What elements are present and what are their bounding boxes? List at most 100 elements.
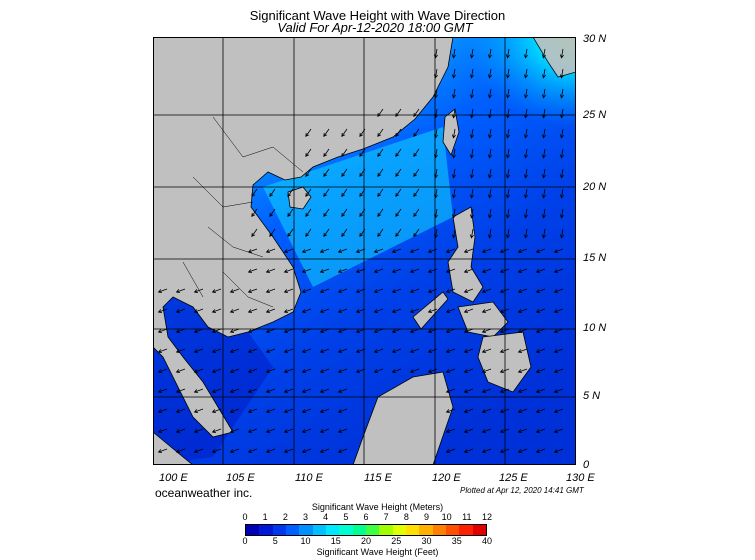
wave-direction-arrow [505,88,510,99]
wave-direction-arrow [359,228,366,238]
wave-direction-arrow [337,288,348,293]
wave-direction-arrow [499,348,510,353]
wave-direction-arrow [535,268,546,273]
wave-direction-arrow [469,88,474,99]
wave-direction-arrow [409,268,420,273]
colorbar-feet-tick: 10 [300,536,311,546]
wave-direction-arrow [553,308,564,313]
wave-direction-arrow [451,88,456,99]
wave-direction-arrow [559,128,564,139]
wave-direction-arrow [395,108,402,118]
wave-direction-arrow [535,408,546,413]
wave-direction-arrow [157,328,168,333]
wave-direction-arrow [175,448,186,453]
wave-direction-arrow [247,428,258,433]
wave-direction-arrow [283,288,294,293]
lat-label-25n: 25 N [583,109,607,121]
colorbar-title-meters: Significant Wave Height (Meters) [311,502,444,512]
wave-direction-arrow [157,388,168,393]
wave-direction-arrow [433,68,438,79]
wave-direction-arrow [373,268,384,273]
wave-direction-arrow [337,248,348,253]
wave-direction-arrow [499,368,510,373]
colorbar-meters-tick: 3 [302,512,308,522]
wave-direction-arrow [175,368,186,373]
wave-direction-arrow [445,328,456,333]
wave-direction-arrow [359,168,366,178]
wave-direction-arrow [175,328,186,333]
wave-direction-arrow [487,68,492,79]
wave-direction-arrow [337,428,348,433]
wave-direction-arrow [323,128,330,138]
colorbar-meters-tick: 6 [363,512,369,522]
wave-direction-arrow [175,308,186,313]
wave-direction-arrow [523,88,528,99]
colorbar-swatch [326,525,340,535]
wave-direction-arrow [319,348,330,353]
wave-direction-arrow [451,48,456,59]
colorbar-feet-tick: 40 [481,536,492,546]
wave-direction-arrow [523,168,528,179]
wave-direction-arrow [319,368,330,373]
wave-direction-arrow [541,188,546,199]
wave-direction-arrow [463,428,474,433]
wave-direction-arrow [265,408,276,413]
wave-direction-arrow [341,128,348,138]
wave-direction-arrow [247,448,258,453]
wave-direction-arrow [337,408,348,413]
colorbar-meters-tick: 2 [282,512,288,522]
wave-direction-arrow [211,408,222,413]
wave-height-map [153,37,576,465]
wave-direction-arrow [301,348,312,353]
wave-direction-arrow [211,428,222,433]
wave-direction-arrow [481,248,492,253]
wave-direction-arrow [377,168,384,178]
wave-direction-arrow [553,448,564,453]
wave-direction-arrow [301,328,312,333]
wave-direction-arrow [391,288,402,293]
colorbar-feet-tick: 35 [451,536,462,546]
wave-direction-arrow [265,248,276,253]
wave-direction-arrow [341,228,348,238]
wave-direction-arrow [541,148,546,159]
wave-direction-arrow [427,368,438,373]
wave-direction-arrow [463,268,474,273]
wave-direction-arrow [505,188,510,199]
colorbar-swatch [339,525,354,535]
credit-text: oceanweather inc. [155,486,253,500]
wave-direction-arrow [323,148,330,158]
wave-direction-arrow [523,148,528,159]
colorbar-swatch [432,525,447,535]
colorbar-feet-tick: 30 [421,536,432,546]
wave-direction-arrow [499,388,510,393]
wave-direction-arrow [341,208,348,218]
wave-direction-arrow [211,328,222,333]
wave-direction-arrow [517,388,528,393]
wave-direction-arrow [305,148,312,158]
colorbar-feet-tick: 25 [391,536,402,546]
wave-direction-arrow [359,188,366,198]
wave-direction-arrow [451,228,456,239]
colorbar-meters-tick: 7 [383,512,389,522]
wave-direction-arrow [373,248,384,253]
colorbar-swatch [366,525,380,535]
wave-direction-arrow [445,388,456,393]
wave-direction-arrow [229,328,240,333]
wave-direction-arrow [229,368,240,373]
wave-direction-arrow [301,268,312,273]
wave-direction-arrow [463,368,474,373]
wave-direction-arrow [413,148,420,158]
wave-direction-arrow [469,168,474,179]
wave-direction-arrow [319,328,330,333]
wave-direction-arrow [359,148,366,158]
wave-direction-arrow [301,308,312,313]
colorbar-feet-tick: 5 [272,536,278,546]
colorbar-swatch [259,525,274,535]
wave-direction-arrow [341,148,348,158]
wave-direction-arrow [337,328,348,333]
colorbar-meters-tick: 8 [403,512,409,522]
wave-direction-arrow [463,388,474,393]
wave-direction-arrow [553,348,564,353]
wave-direction-arrow [395,148,402,158]
wave-direction-arrow [451,148,456,159]
